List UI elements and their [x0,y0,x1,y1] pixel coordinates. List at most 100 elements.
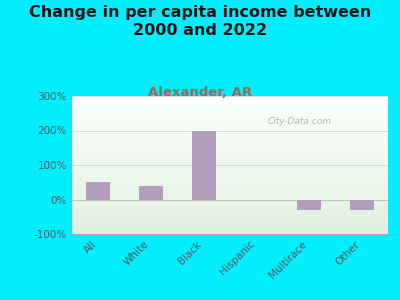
Bar [72,195,388,196]
Bar [72,187,388,188]
Bar [72,221,388,222]
Bar [72,191,388,192]
Bar [72,198,388,199]
Bar [72,229,388,230]
Bar [72,137,388,138]
Bar [72,205,388,206]
Bar [72,131,388,132]
Bar [72,167,388,168]
Bar [72,155,388,156]
Bar [72,157,388,158]
Bar [72,128,388,129]
Text: City-Data.com: City-Data.com [268,117,332,126]
Bar [297,200,321,210]
Bar [72,206,388,207]
Bar [72,201,388,202]
Bar [72,98,388,99]
Bar [72,199,388,200]
Bar [139,186,163,200]
Bar [72,161,388,162]
Bar [72,169,388,170]
Bar [72,193,388,194]
Bar [72,184,388,185]
Bar [72,189,388,190]
Bar [72,174,388,175]
Bar [72,145,388,146]
Bar [72,121,388,122]
Bar [72,208,388,209]
Bar [72,97,388,98]
Bar [72,218,388,219]
Bar [72,150,388,151]
Bar [72,117,388,118]
Bar [72,228,388,229]
Bar [72,227,388,228]
Bar [72,127,388,128]
Bar [72,114,388,115]
Bar [72,100,388,101]
Bar [72,144,388,145]
Bar [72,203,388,204]
Bar [72,164,388,165]
Bar [72,125,388,126]
Bar [72,163,388,164]
Bar [72,223,388,224]
Bar [72,120,388,121]
Bar [72,217,388,218]
Bar [72,151,388,152]
Bar [72,119,388,120]
Bar [72,202,388,203]
Bar [72,103,388,104]
Bar [72,146,388,147]
Bar [72,204,388,205]
Bar [72,153,388,154]
Bar [72,143,388,144]
Bar [72,132,388,133]
Bar [72,96,388,97]
Bar [72,172,388,173]
Bar [72,115,388,116]
Bar [72,215,388,216]
Bar [72,133,388,134]
Bar [72,230,388,231]
Bar [72,224,388,225]
Bar [72,130,388,131]
Bar [72,109,388,110]
Bar [72,113,388,114]
Bar [72,147,388,148]
Bar [72,211,388,212]
Bar [72,142,388,143]
Bar [72,112,388,113]
Bar [72,213,388,214]
Bar [72,135,388,136]
Bar [72,116,388,117]
Bar [72,99,388,100]
Bar [72,212,388,213]
Bar [72,188,388,189]
Bar [72,165,388,166]
Bar [72,182,388,183]
Bar [72,168,388,169]
Bar [192,130,216,200]
Bar [72,170,388,171]
Bar [72,226,388,227]
Bar [72,196,388,197]
Bar [72,134,388,135]
Bar [72,231,388,232]
Bar [72,106,388,107]
Bar [72,123,388,124]
Bar [72,136,388,137]
Bar [72,232,388,233]
Bar [72,186,388,187]
Bar [72,152,388,153]
Bar [72,171,388,172]
Bar [72,166,388,167]
Bar [72,173,388,174]
Bar [72,148,388,149]
Bar [72,220,388,221]
Bar [72,197,388,198]
Bar [72,126,388,127]
Text: Change in per capita income between
2000 and 2022: Change in per capita income between 2000… [29,4,371,38]
Bar [72,140,388,141]
Bar [72,101,388,102]
